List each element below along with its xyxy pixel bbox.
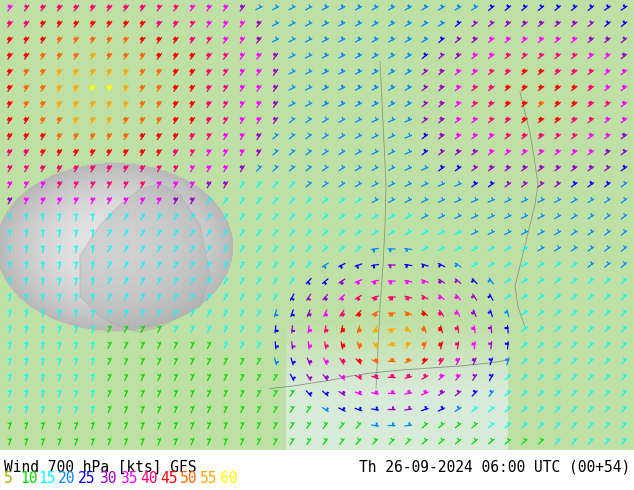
Text: 15: 15 <box>38 471 56 486</box>
Text: 55: 55 <box>200 471 217 486</box>
Text: 5: 5 <box>4 471 13 486</box>
Text: 10: 10 <box>20 471 37 486</box>
Text: 50: 50 <box>180 471 198 486</box>
Text: 35: 35 <box>120 471 138 486</box>
Text: 45: 45 <box>160 471 178 486</box>
Text: 25: 25 <box>78 471 96 486</box>
Text: Th 26-09-2024 06:00 UTC (00+54): Th 26-09-2024 06:00 UTC (00+54) <box>359 460 630 475</box>
Text: 40: 40 <box>140 471 157 486</box>
Polygon shape <box>80 184 210 332</box>
Text: 20: 20 <box>58 471 75 486</box>
Text: Wind 700 hPa [kts] GFS: Wind 700 hPa [kts] GFS <box>4 460 197 475</box>
Text: 30: 30 <box>99 471 117 486</box>
Text: 60: 60 <box>220 471 238 486</box>
